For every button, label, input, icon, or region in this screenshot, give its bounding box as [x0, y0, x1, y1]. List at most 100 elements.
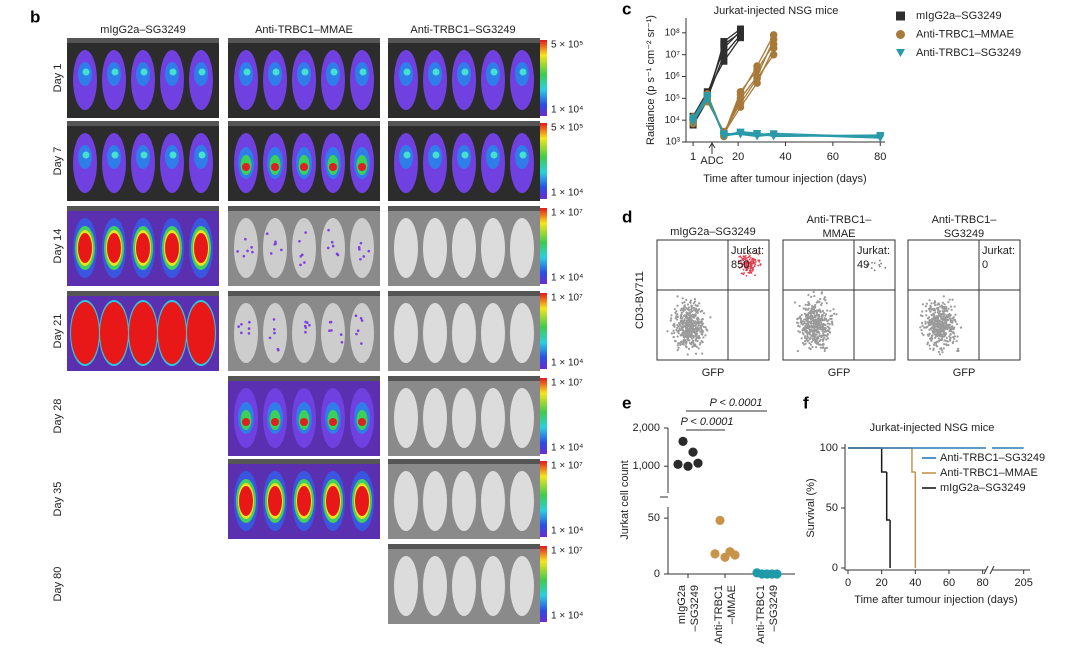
- cell-dot: [819, 346, 822, 349]
- cell-dot: [687, 329, 690, 332]
- mouse-body: [394, 388, 418, 448]
- x-axis-label: GFP: [828, 367, 851, 379]
- cell-dot: [811, 337, 814, 340]
- cell-dot: [697, 324, 700, 327]
- cell-dot: [801, 341, 805, 345]
- cell-dot: [701, 352, 704, 355]
- gfp-dot: [749, 261, 752, 263]
- cell-dot: [685, 314, 688, 317]
- cell-dot: [681, 297, 684, 300]
- category-label: mIgG2a: [676, 584, 688, 624]
- cell-dot: [677, 329, 680, 333]
- scale-max: 1 × 10⁷: [551, 293, 583, 304]
- category-label: –SG3249: [689, 585, 701, 631]
- image-top-strip: [228, 206, 380, 211]
- cell-dot: [673, 307, 676, 311]
- cell-dot: [809, 343, 812, 346]
- marker: [736, 34, 744, 42]
- cell-dot: [805, 338, 808, 341]
- survival-step: [911, 448, 916, 473]
- cell-dot: [796, 322, 800, 325]
- mouse-image: [228, 206, 380, 286]
- cell-dot: [946, 328, 949, 331]
- cell-dot: [695, 328, 698, 331]
- cell-dot: [698, 343, 701, 346]
- marker: [876, 131, 885, 139]
- gfp-dot: [740, 266, 743, 269]
- cell-dot: [680, 313, 683, 316]
- marker: [720, 57, 728, 65]
- mouse-body: [510, 218, 534, 278]
- cell-dot: [938, 310, 942, 313]
- cell-dot: [835, 313, 838, 316]
- signal: [330, 68, 338, 76]
- cell-dot: [928, 328, 931, 331]
- cell-dot: [805, 317, 808, 320]
- mouse-body: [452, 388, 476, 448]
- cell-dot: [831, 322, 834, 325]
- cell-dot: [693, 300, 697, 303]
- mouse-body: [394, 303, 418, 363]
- signal-dot: [304, 326, 308, 329]
- signal-dot: [273, 331, 276, 335]
- cell-dot: [687, 347, 691, 350]
- cell-dot: [938, 333, 941, 336]
- gfp-dot: [751, 257, 754, 260]
- panel-letter: f: [803, 393, 809, 412]
- signal-dot: [272, 318, 276, 321]
- cell-dot: [821, 339, 825, 342]
- signal-dot: [274, 240, 277, 244]
- gfp-dot: [747, 260, 749, 263]
- cell-dot: [941, 307, 944, 310]
- cell-dot: [670, 317, 673, 320]
- signal-dot: [354, 314, 358, 318]
- cell-dot: [935, 307, 938, 310]
- y-tick-label: 50: [826, 502, 838, 514]
- cell-dot: [829, 309, 832, 313]
- panel-letter: c: [622, 0, 631, 18]
- cell-dot: [815, 339, 818, 342]
- mouse-image: [388, 121, 540, 201]
- cell-dot: [812, 329, 815, 332]
- series-line: [692, 39, 775, 138]
- cell-dot: [686, 353, 689, 356]
- cell-dot: [932, 347, 935, 350]
- cell-dot: [920, 329, 923, 332]
- cell-dot: [945, 323, 948, 326]
- image-top-strip: [388, 121, 540, 126]
- cell-dot: [797, 324, 800, 327]
- cell-dot: [941, 351, 944, 354]
- cell-dot: [920, 321, 924, 325]
- marker: [753, 74, 761, 83]
- cell-dot: [953, 305, 956, 308]
- cell-dot: [793, 301, 797, 304]
- cell-dot: [693, 321, 696, 324]
- cell-dot: [827, 326, 830, 329]
- cell-dot: [812, 322, 815, 325]
- gfp-dot: [742, 273, 745, 276]
- signal: [169, 68, 177, 76]
- gfp-dot: [739, 262, 741, 265]
- cell-dot: [935, 315, 939, 318]
- cell-dot: [948, 329, 951, 332]
- cell-dot: [702, 325, 706, 328]
- cell-dot: [682, 310, 685, 313]
- cell-dot: [822, 343, 825, 346]
- signal: [461, 68, 469, 76]
- cell-dot: [696, 340, 699, 343]
- signal: [111, 151, 119, 159]
- mouse-body: [481, 388, 505, 448]
- cell-dot: [680, 307, 683, 310]
- signal-dot: [299, 263, 302, 267]
- cell-dot: [926, 325, 929, 328]
- cell-dot: [692, 308, 696, 312]
- cell-dot: [682, 307, 685, 310]
- legend-label: Anti-TRBC1–MMAE: [916, 28, 1014, 40]
- cell-dot: [933, 341, 936, 344]
- mouse-body: [423, 303, 447, 363]
- gfp-dot: [758, 260, 761, 263]
- gfp-dot: [738, 267, 741, 269]
- cell-dot: [694, 304, 697, 307]
- cell-dot: [826, 322, 829, 325]
- gfp-dot: [753, 249, 756, 252]
